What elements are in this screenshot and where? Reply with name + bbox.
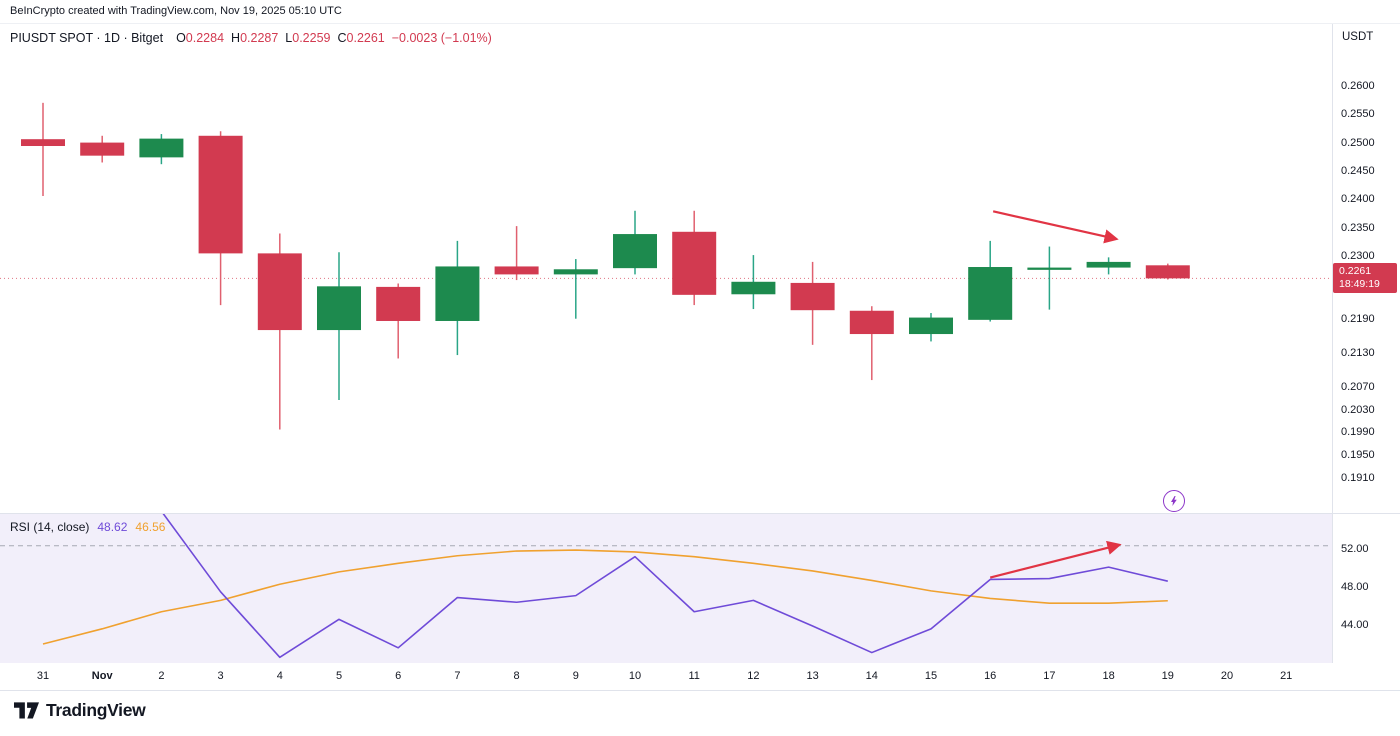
time-label-8: 8 <box>513 670 520 682</box>
candle-5 <box>317 252 361 400</box>
rsi-tick: 48.00 <box>1341 581 1369 594</box>
ohlc-high-label: H <box>231 31 241 45</box>
chart-bottom-border <box>0 690 1400 691</box>
time-label-3: 3 <box>217 670 224 682</box>
time-label-11: 11 <box>688 670 700 682</box>
time-label-9: 9 <box>572 670 579 682</box>
price-tick: 0.1950 <box>1341 449 1375 462</box>
flash-icon[interactable] <box>1163 490 1185 512</box>
ohlc-open-value: 0.2284 <box>185 31 225 45</box>
candle-2 <box>139 134 184 165</box>
ohlc-high-value: 0.2287 <box>240 31 279 45</box>
candle-9 <box>553 259 598 319</box>
candle-17 <box>1027 246 1072 310</box>
price-arrow-annotation <box>992 210 1119 244</box>
time-label-Nov: Nov <box>91 670 113 682</box>
time-label-16: 16 <box>984 670 997 682</box>
rsi-lines <box>42 514 1168 659</box>
time-label-4: 4 <box>276 670 283 682</box>
candle-31 <box>21 102 65 196</box>
time-label-13: 13 <box>806 670 819 682</box>
candle-18 <box>1086 257 1131 275</box>
time-axis[interactable]: 31 Nov 2 3 4 5 6 7 8 9 10 11 12 13 14 15 16 17 18 19 20 21 <box>0 663 1400 690</box>
candles <box>21 102 1190 430</box>
time-label-6: 6 <box>395 670 402 682</box>
rsi-panel-background <box>0 514 1332 663</box>
price-tick: 0.2450 <box>1341 165 1375 177</box>
candle-3 <box>198 131 243 306</box>
time-label-15: 15 <box>924 670 938 682</box>
price-tick: 0.1990 <box>1341 426 1375 439</box>
price-axis[interactable]: 0.2600 0.2550 0.2500 0.2450 0.2400 0.2350 0.23… <box>1332 0 1400 736</box>
time-label-10: 10 <box>628 670 642 682</box>
time-label-18: 18 <box>1102 670 1115 682</box>
price-tick: 0.2600 <box>1341 79 1375 92</box>
rsi-series-RSI <box>162 514 1168 659</box>
tradingview-logo-text[interactable]: TradingView <box>46 700 146 720</box>
candle-Nov <box>80 135 125 163</box>
candle-16 <box>968 240 1013 322</box>
price-tick: 0.2190 <box>1341 312 1375 325</box>
footer: TradingView <box>14 700 146 721</box>
candle-15 <box>909 313 953 342</box>
rsi-arrow-annotation <box>989 540 1122 579</box>
candle-19 <box>1145 263 1190 280</box>
price-tick: 0.2400 <box>1341 193 1375 206</box>
tradingview-logo-icon[interactable] <box>14 702 39 719</box>
ohlc-close-value: 0.2261 <box>346 31 385 45</box>
price-tick: 0.2070 <box>1341 380 1375 393</box>
rsi-title[interactable]: RSI (14, close) <box>10 520 90 534</box>
time-label-12: 12 <box>747 670 760 682</box>
rsi-value: 48.62 <box>97 520 128 534</box>
rsi-legend: RSI (14, close) 48.62 46.56 <box>10 520 165 534</box>
ohlc-close-label: C <box>337 31 347 45</box>
time-label-31: 31 <box>36 670 50 682</box>
time-label-14: 14 <box>865 670 878 682</box>
time-label-7: 7 <box>454 670 461 682</box>
price-tick: 0.1910 <box>1341 471 1375 484</box>
price-tick: 0.2130 <box>1341 346 1375 359</box>
candle-6 <box>376 283 421 359</box>
time-label-19: 19 <box>1161 670 1174 682</box>
axis-separator <box>1332 24 1333 690</box>
time-label-17: 17 <box>1043 670 1056 682</box>
candle-11 <box>672 210 717 306</box>
time-label-21: 21 <box>1280 670 1293 682</box>
change-value: −0.0023 (−1.01%) <box>391 31 492 45</box>
rsi-tick: 52.00 <box>1341 543 1369 556</box>
candle-4 <box>257 233 302 430</box>
price-tick: 0.2300 <box>1341 250 1375 263</box>
candle-13 <box>790 261 835 345</box>
ohlc-low-label: L <box>285 31 293 45</box>
time-label-5: 5 <box>335 670 343 682</box>
candle-12 <box>731 255 776 310</box>
candle-8 <box>494 226 539 281</box>
lightning-bolt-icon <box>1171 496 1177 506</box>
ohlc-open-label: O <box>176 31 186 45</box>
quote-currency-label: USDT <box>1342 31 1374 43</box>
rsi-ma-value: 46.56 <box>135 520 166 534</box>
rsi-axis[interactable]: 52.00 48.00 44.00 <box>1332 0 1400 736</box>
attribution-text: BeInCrypto created with TradingView.com,… <box>0 0 1400 24</box>
bar-countdown: 18:49:19 <box>1339 278 1380 291</box>
last-price-value: 0.2261 <box>1339 265 1372 278</box>
rsi-panel-separator <box>0 513 1400 514</box>
time-label-20: 20 <box>1220 670 1234 682</box>
candle-7 <box>435 240 480 356</box>
ohlc-low-value: 0.2259 <box>292 31 331 45</box>
symbol-title[interactable]: PIUSDT SPOT · 1D · Bitget <box>10 31 164 45</box>
price-tick: 0.2350 <box>1341 221 1375 234</box>
last-price-badge: 0.2261 18:49:19 <box>1333 263 1397 294</box>
rsi-series-RSI-MA <box>42 549 1168 645</box>
price-tick: 0.2030 <box>1341 403 1375 416</box>
price-tick: 0.2500 <box>1341 136 1375 149</box>
candle-10 <box>613 210 657 275</box>
rsi-tick: 44.00 <box>1341 619 1369 632</box>
price-tick: 0.2550 <box>1341 108 1375 121</box>
time-label-2: 2 <box>158 670 165 682</box>
chart-legend: PIUSDT SPOT · 1D · Bitget O0.2284 H0.2287 L… <box>10 31 492 45</box>
candle-14 <box>849 306 894 381</box>
